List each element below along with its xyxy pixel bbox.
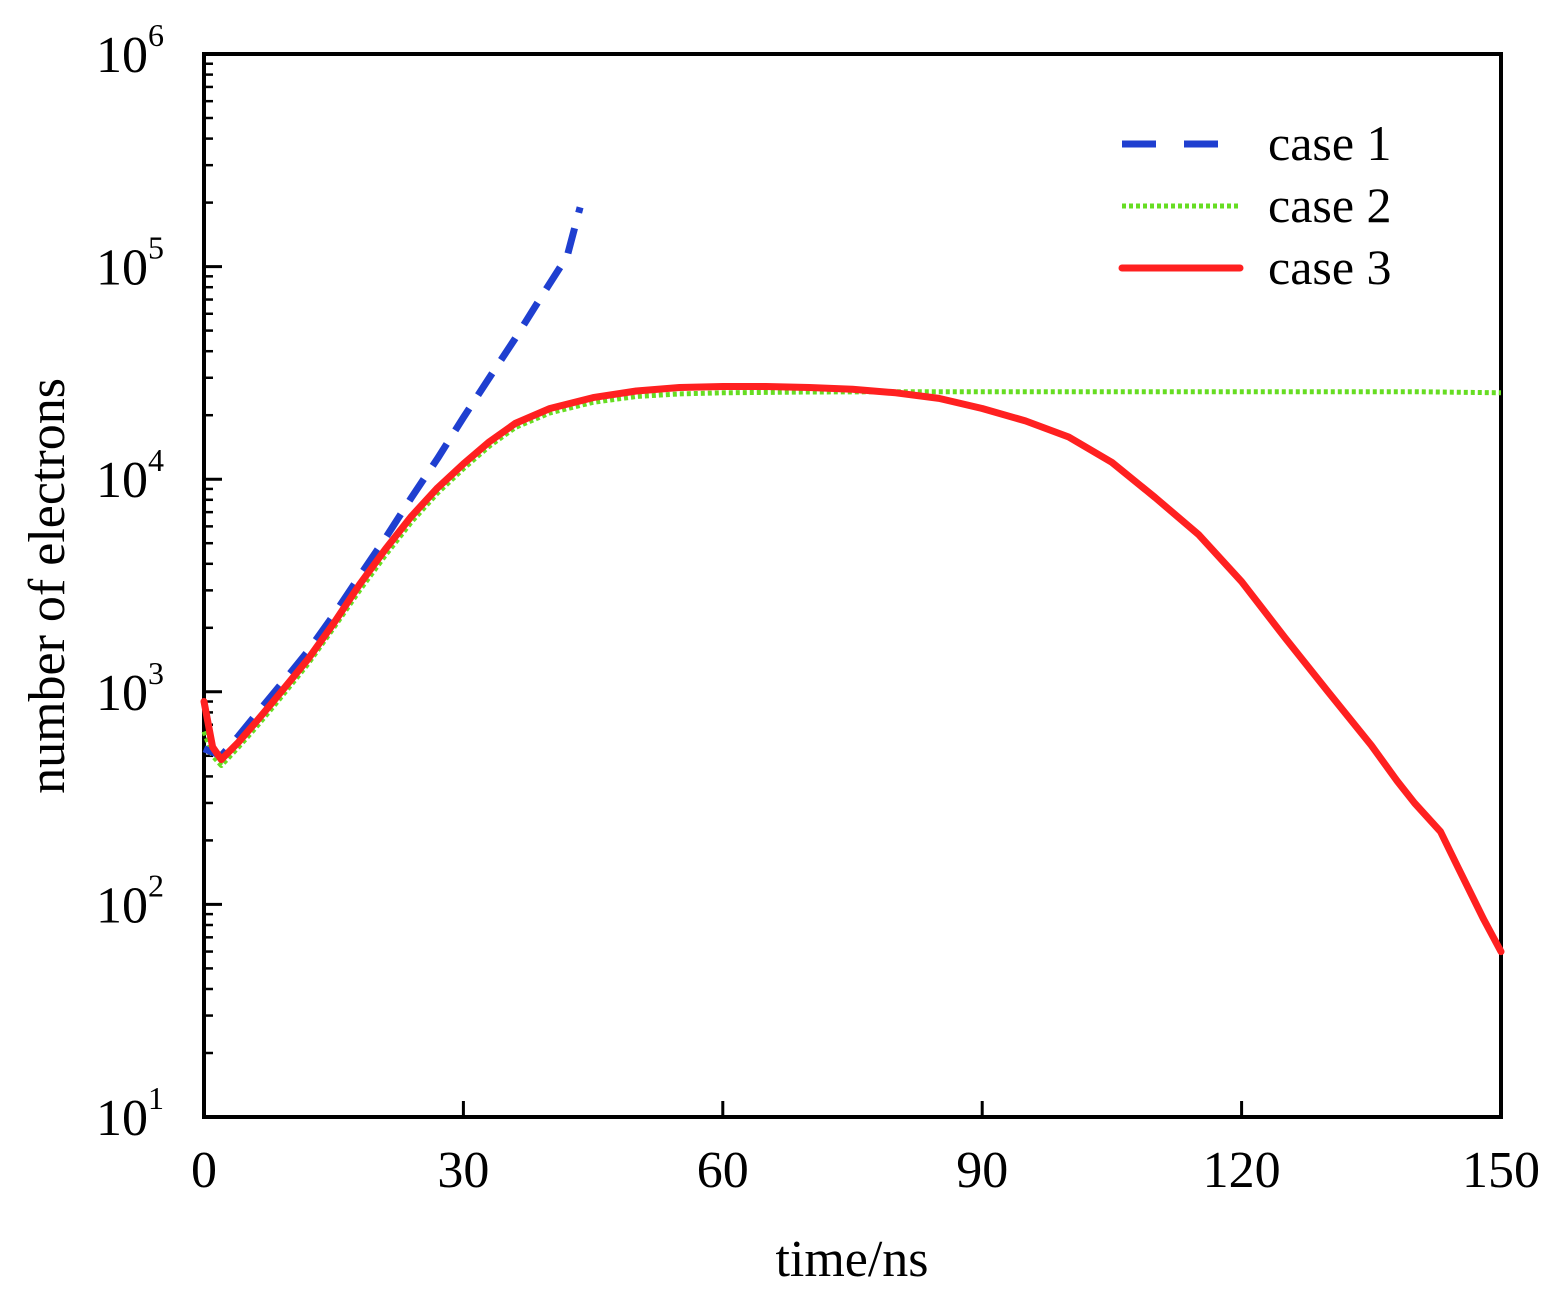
series-line-case-2 bbox=[201, 389, 1502, 768]
x-tick-labels: 0 30 60 90 120 150 bbox=[191, 1142, 1540, 1199]
y-tick-labels: 101 102 103 104 105 106 bbox=[96, 17, 164, 1147]
legend: case 1 case 2 case 3 bbox=[1118, 115, 1392, 295]
x-tick-label: 150 bbox=[1462, 1142, 1540, 1199]
series-line-case-1 bbox=[202, 206, 584, 760]
legend-label: case 2 bbox=[1268, 177, 1392, 233]
x-axis-title: time/ns bbox=[775, 1231, 928, 1288]
x-tick-label: 0 bbox=[191, 1142, 217, 1199]
series-line-case-3 bbox=[200, 383, 1505, 956]
y-tick-label: 103 bbox=[96, 655, 164, 722]
legend-label: case 3 bbox=[1268, 239, 1392, 295]
legend-label: case 1 bbox=[1268, 115, 1392, 171]
series-layer bbox=[200, 206, 1505, 956]
y-tick-label: 105 bbox=[96, 230, 164, 297]
y-tick-label: 104 bbox=[96, 442, 164, 509]
y-tick-label: 101 bbox=[96, 1080, 164, 1147]
x-tick-label: 60 bbox=[697, 1142, 749, 1199]
plot-frame bbox=[202, 52, 1503, 1119]
y-axis-title: number of electrons bbox=[19, 378, 76, 794]
y-tick-label: 106 bbox=[96, 17, 164, 84]
y-tick-label: 102 bbox=[96, 867, 164, 934]
x-tick-label: 90 bbox=[956, 1142, 1008, 1199]
x-tick-label: 30 bbox=[437, 1142, 489, 1199]
x-tick-label: 120 bbox=[1203, 1142, 1281, 1199]
